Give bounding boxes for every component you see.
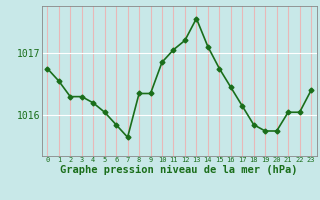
X-axis label: Graphe pression niveau de la mer (hPa): Graphe pression niveau de la mer (hPa) <box>60 165 298 175</box>
